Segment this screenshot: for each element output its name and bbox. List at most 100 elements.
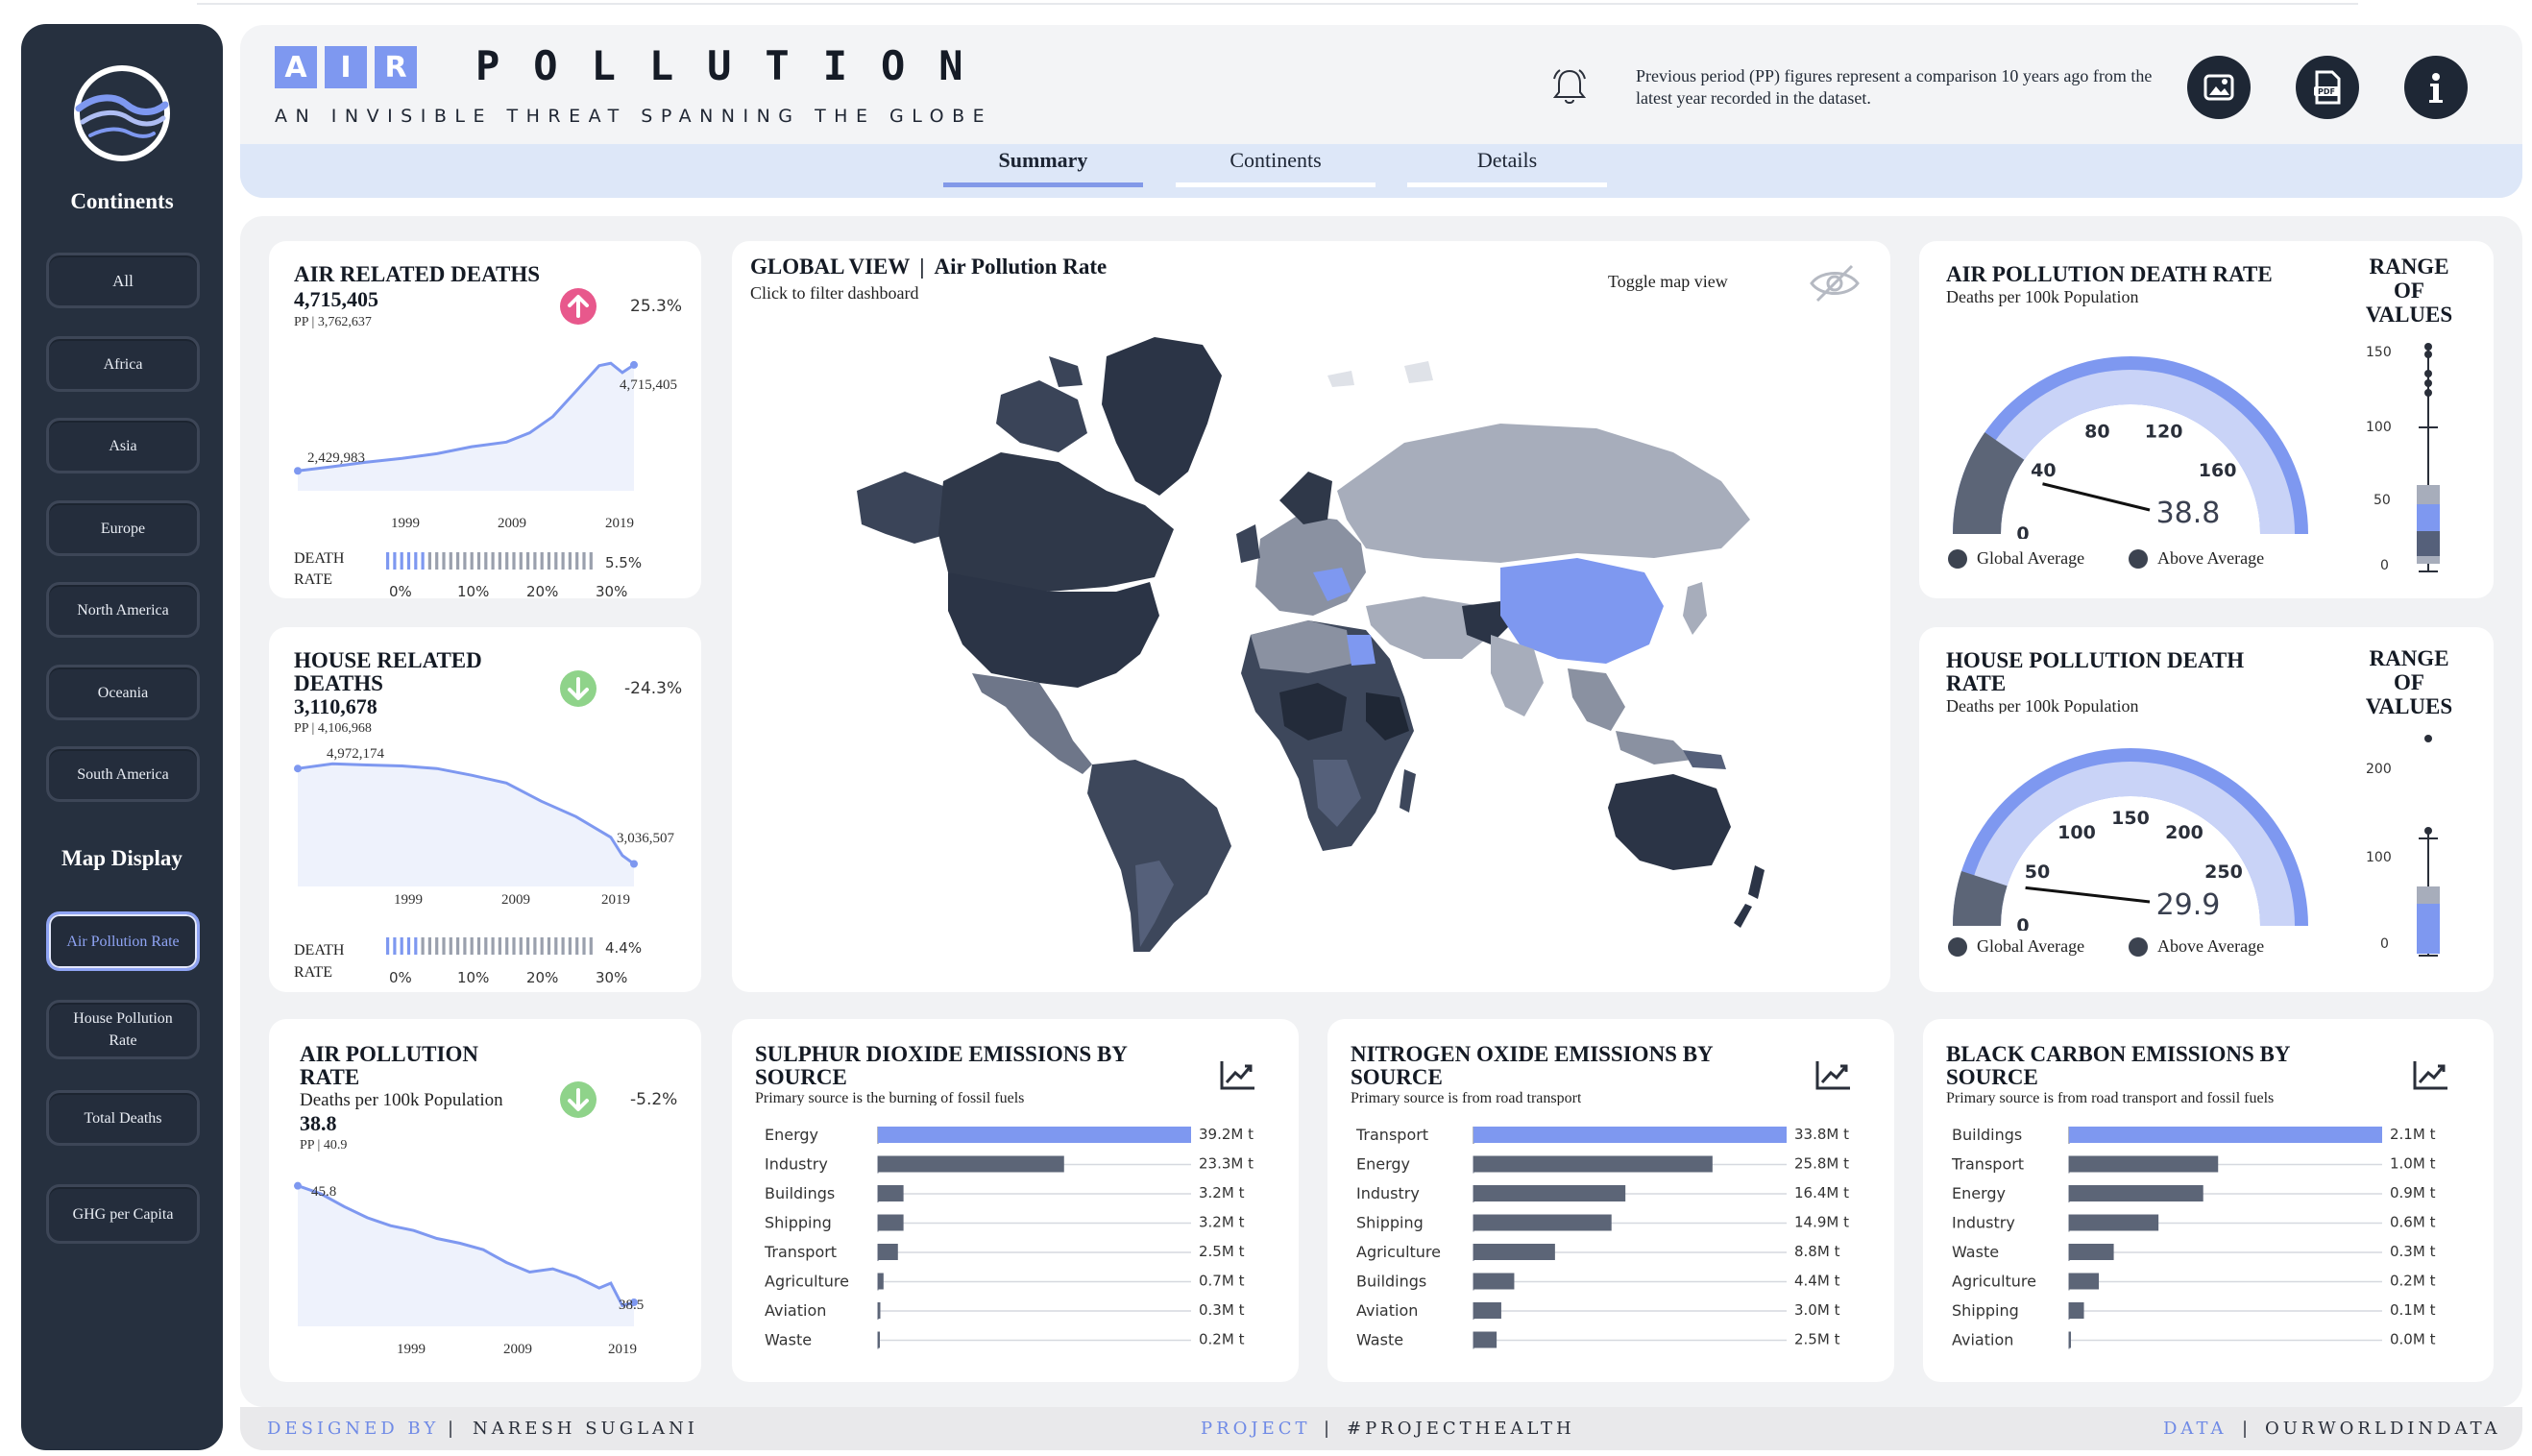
rate-tick — [435, 552, 439, 570]
bar-value-label: 3.2M t — [1199, 1184, 1245, 1201]
bar-value-label: 1.0M t — [2390, 1155, 2436, 1173]
map-australia — [1608, 774, 1731, 870]
rate-tick — [519, 937, 523, 955]
bar — [2069, 1273, 2100, 1290]
gauge-tick-label: 160 — [2199, 460, 2237, 481]
house-range-boxplot — [2417, 735, 2440, 957]
bar-category-label: Shipping — [765, 1214, 832, 1232]
trend-icon[interactable] — [1814, 1057, 1852, 1092]
rate-tick — [442, 552, 446, 570]
map-ghg-per-capita-button[interactable]: GHG per Capita — [46, 1184, 200, 1244]
map-mexico — [972, 673, 1092, 774]
down-arrow-icon — [560, 670, 596, 707]
air-rate-card[interactable]: AIR POLLUTION RATE Deaths per 100k Popul… — [269, 1019, 701, 1382]
trend-icon[interactable] — [2411, 1057, 2449, 1092]
rate-tick — [470, 937, 474, 955]
rate-tick-filled — [400, 552, 403, 570]
nox-subtitle: Primary source is from road transport — [1351, 1090, 1582, 1105]
toggle-map-view-label[interactable]: Toggle map view — [1608, 272, 1728, 291]
bar-category-label: Buildings — [765, 1184, 835, 1202]
house-deaths-card[interactable]: HOUSE RELATED DEATHS 3,110,678 PP | 4,10… — [269, 627, 701, 992]
title-letter-a: A — [275, 46, 317, 88]
footer-data-source[interactable]: OURWORLDINDATA — [2265, 1419, 2501, 1439]
bar-value-label: 2.5M t — [1794, 1331, 1840, 1348]
bar — [1473, 1331, 1497, 1348]
continent-europe-button[interactable]: Europe — [46, 500, 200, 556]
rate-tick — [589, 937, 593, 955]
gauge-needle — [2042, 482, 2151, 512]
trend-area — [298, 363, 634, 491]
header: A I R POLLUTION AN INVISIBLE THREAT SPAN… — [240, 25, 2522, 198]
continent-africa-button[interactable]: Africa — [46, 336, 200, 392]
tab-details[interactable]: Details — [1407, 148, 1607, 187]
bar-category-label: Agriculture — [1356, 1243, 1441, 1261]
house-range-title: RANGE OF VALUES — [2365, 646, 2453, 718]
continent-oceania-button[interactable]: Oceania — [46, 665, 200, 720]
house-deaths-year-1999: 1999 — [394, 892, 423, 908]
trend-icon[interactable] — [1218, 1057, 1256, 1092]
bar-category-label: Industry — [1952, 1214, 2015, 1232]
house-deaths-rate-bar — [386, 937, 593, 955]
house-deaths-rate-value: 4.4% — [605, 939, 643, 957]
map-canada — [938, 452, 1174, 592]
footer-sep-3: | — [2242, 1419, 2252, 1439]
continent-asia-button[interactable]: Asia — [46, 418, 200, 473]
continent-south-america-button[interactable]: South America — [46, 746, 200, 802]
bar-category-label: Waste — [765, 1331, 812, 1349]
global-view-card[interactable]: GLOBAL VIEW | Air Pollution Rate Click t… — [732, 241, 1890, 992]
global-view-title-2: Air Pollution Rate — [934, 255, 1108, 279]
rate-tick — [547, 937, 551, 955]
rate-tick — [421, 937, 425, 955]
air-rate-title-1: AIR POLLUTION — [300, 1042, 478, 1066]
nox-title-1: NITROGEN OXIDE EMISSIONS BY — [1351, 1042, 1714, 1066]
tab-continents[interactable]: Continents — [1176, 148, 1376, 187]
bar — [878, 1127, 1191, 1143]
air-rate-year-2019: 2019 — [608, 1342, 637, 1357]
bar-value-label: 0.6M t — [2390, 1214, 2436, 1231]
bar-category-label: Aviation — [765, 1301, 826, 1320]
air-gauge-legend-above: Above Average — [2129, 548, 2264, 569]
rate-tick-filled — [414, 937, 418, 955]
continent-all-button[interactable]: All — [46, 253, 200, 308]
air-range-tick-50: 50 — [2374, 493, 2391, 508]
info-button[interactable] — [2404, 56, 2468, 119]
pdf-export-button[interactable]: PDF — [2296, 56, 2359, 119]
eye-off-icon[interactable] — [1808, 260, 1862, 306]
world-map[interactable] — [828, 328, 1789, 961]
bar-category-label: Buildings — [1952, 1126, 2022, 1144]
rate-tick — [582, 552, 586, 570]
air-deaths-trend-chart — [294, 360, 638, 491]
trend-start-point — [294, 1181, 302, 1190]
up-arrow-icon — [560, 288, 596, 325]
house-deaths-value: 3,110,678 — [294, 694, 377, 718]
map-house-pollution-rate-button[interactable]: House Pollution Rate — [46, 1000, 200, 1059]
footer: DESIGNED BY | NARESH SUGLANI PROJECT | #… — [240, 1407, 2522, 1450]
air-logo-icon — [74, 65, 170, 161]
gauge-tick-label: 80 — [2084, 421, 2109, 442]
air-deaths-rate-label-2: RATE — [294, 571, 332, 588]
map-total-deaths-button[interactable]: Total Deaths — [46, 1090, 200, 1146]
footer-project[interactable]: #PROJECTHEALTH — [1347, 1419, 1575, 1439]
image-export-button[interactable] — [2187, 56, 2251, 119]
house-deaths-rate-label-1: DEATH — [294, 942, 345, 959]
gauge-tick-label: 50 — [2025, 861, 2050, 883]
bar — [878, 1302, 881, 1319]
rate-tick — [540, 552, 544, 570]
continent-north-america-button[interactable]: North America — [46, 582, 200, 638]
bell-icon[interactable] — [1548, 65, 1591, 108]
tab-summary[interactable]: Summary — [943, 148, 1143, 187]
map-air-pollution-rate-button[interactable]: Air Pollution Rate — [46, 911, 200, 971]
air-rate-title-2: RATE — [300, 1065, 360, 1089]
footer-project-label: PROJECT — [1201, 1419, 1311, 1439]
rate-tick — [476, 552, 481, 570]
air-deaths-card[interactable]: AIR RELATED DEATHS 4,715,405 PP | 3,762,… — [269, 241, 701, 600]
bar-category-label: Energy — [1356, 1155, 1410, 1174]
gauge-tick-label: 250 — [2204, 861, 2243, 883]
rate-tick — [505, 552, 509, 570]
rate-tick — [547, 552, 551, 570]
bar — [1473, 1214, 1612, 1231]
so2-bar-chart: Energy 39.2M t Industry 23.3M t Buildings 3.2… — [764, 1126, 1254, 1349]
rate-tick — [476, 937, 481, 955]
pp-note: Previous period (PP) figures represent a… — [1636, 66, 2153, 108]
map-south-america — [1087, 760, 1231, 952]
